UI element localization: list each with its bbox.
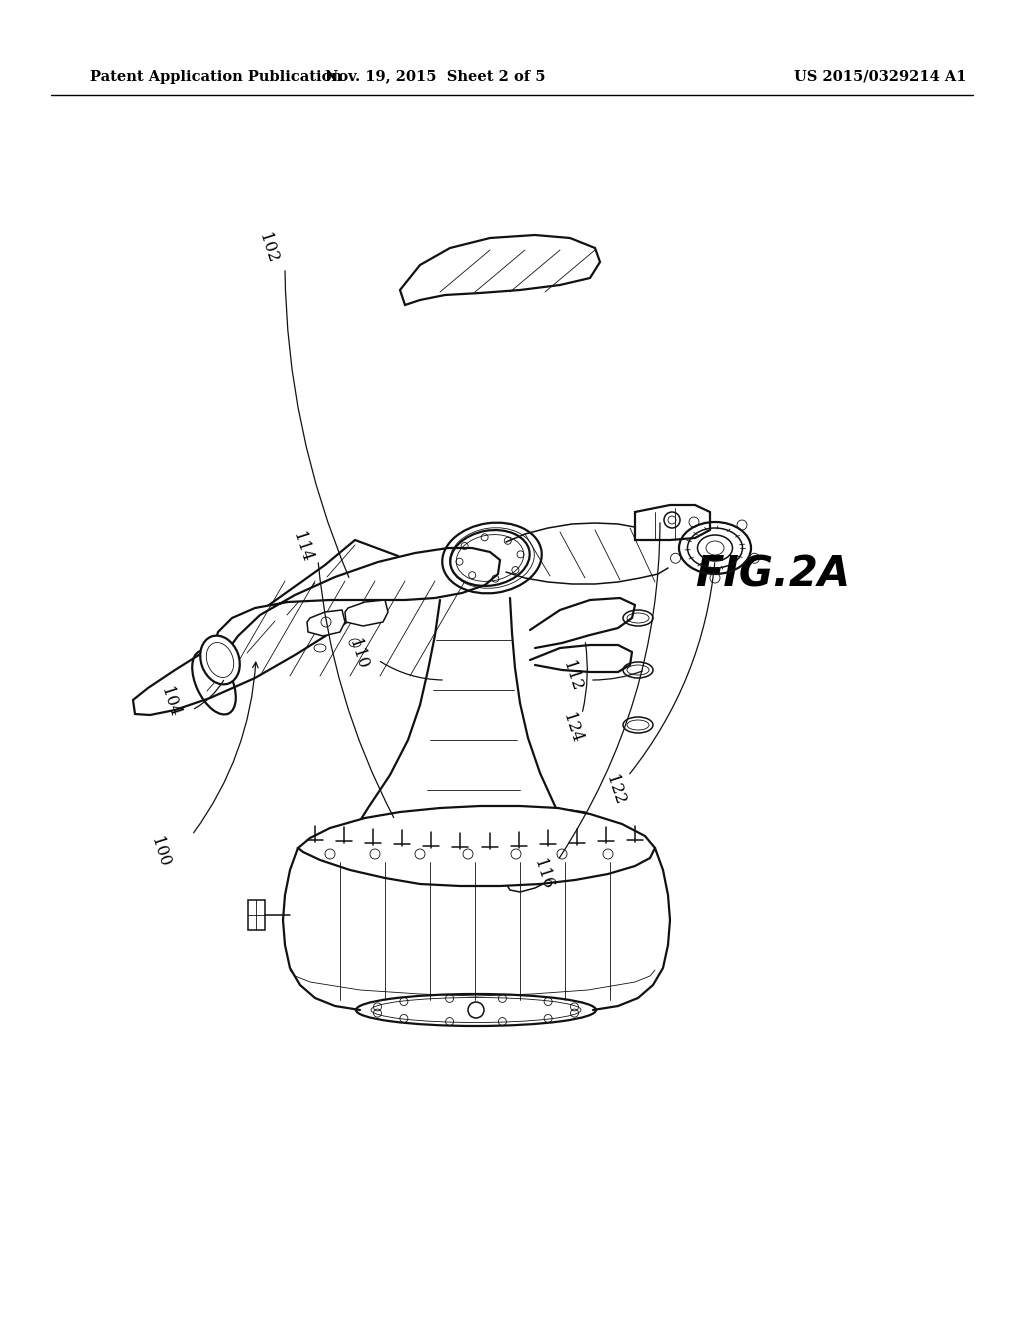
Polygon shape (635, 506, 710, 540)
Text: 102: 102 (255, 231, 281, 265)
Polygon shape (133, 540, 400, 715)
Text: 112: 112 (559, 659, 585, 693)
Polygon shape (248, 900, 265, 931)
Text: Nov. 19, 2015  Sheet 2 of 5: Nov. 19, 2015 Sheet 2 of 5 (325, 70, 546, 83)
Polygon shape (213, 548, 500, 680)
Text: 124: 124 (559, 711, 585, 744)
Polygon shape (345, 601, 388, 626)
Text: 114: 114 (289, 529, 314, 564)
Text: Patent Application Publication: Patent Application Publication (90, 70, 342, 83)
Ellipse shape (201, 636, 240, 684)
Text: 116: 116 (530, 857, 556, 891)
Text: 122: 122 (602, 774, 628, 807)
Polygon shape (298, 807, 655, 886)
Text: US 2015/0329214 A1: US 2015/0329214 A1 (794, 70, 966, 83)
Polygon shape (307, 610, 345, 636)
Polygon shape (400, 235, 600, 305)
Text: 110: 110 (345, 636, 371, 671)
Text: 100: 100 (147, 834, 173, 869)
Text: 104: 104 (158, 685, 183, 719)
Text: FIG.2A: FIG.2A (695, 553, 851, 595)
Polygon shape (505, 810, 600, 892)
